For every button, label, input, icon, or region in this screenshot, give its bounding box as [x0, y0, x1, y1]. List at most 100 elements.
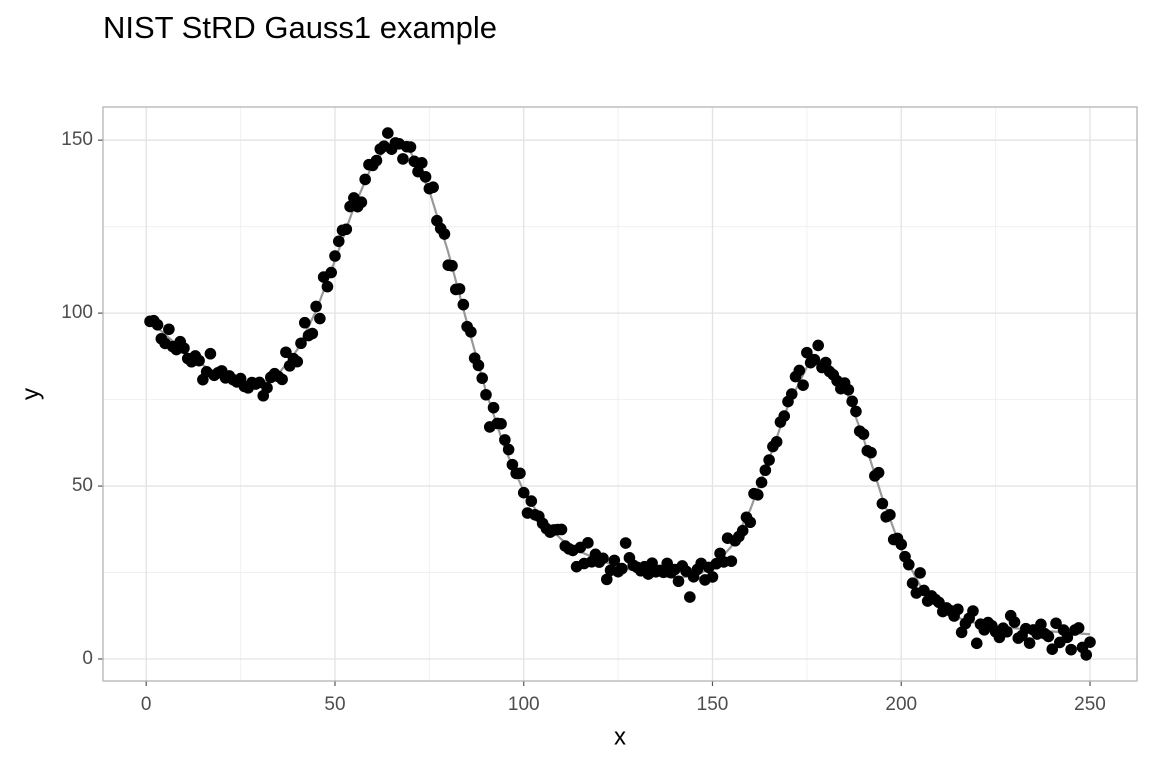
point	[291, 355, 304, 368]
point	[842, 383, 855, 396]
point	[850, 405, 862, 418]
point	[755, 476, 768, 489]
point	[261, 382, 273, 394]
x-tick-label: 100	[508, 694, 540, 715]
point	[672, 575, 685, 588]
point	[785, 388, 798, 400]
point	[465, 326, 477, 338]
point	[370, 154, 383, 167]
point	[1001, 625, 1013, 638]
point	[163, 323, 175, 336]
point	[310, 300, 322, 313]
point	[906, 577, 919, 590]
point	[857, 428, 870, 440]
point	[846, 395, 858, 408]
y-axis-label: y	[17, 388, 44, 400]
y-tick-label: 100	[61, 302, 93, 323]
point	[616, 562, 628, 575]
point	[1084, 636, 1096, 648]
x-tick-label: 0	[141, 694, 152, 715]
point	[502, 443, 515, 456]
point	[1061, 631, 1074, 644]
point	[397, 153, 409, 165]
x-axis-label: x	[614, 723, 626, 750]
x-tick-label: 50	[324, 694, 345, 715]
x-tick-label: 200	[885, 694, 917, 715]
point	[1008, 616, 1021, 628]
point	[751, 489, 764, 501]
point	[193, 354, 205, 367]
x-tick-label: 150	[697, 694, 729, 715]
point	[495, 418, 507, 430]
point	[314, 312, 326, 325]
point	[416, 157, 428, 169]
chart-title: NIST StRD Gauss1 example	[103, 10, 497, 45]
point	[480, 388, 492, 401]
point	[438, 228, 451, 240]
point	[276, 373, 288, 386]
point	[525, 495, 538, 507]
point	[812, 339, 824, 352]
point	[770, 436, 783, 448]
x-tick-label: 250	[1074, 694, 1106, 715]
point	[321, 280, 334, 293]
point	[487, 401, 500, 414]
point	[967, 605, 979, 617]
point	[325, 266, 338, 279]
point	[178, 342, 190, 354]
point	[684, 591, 696, 603]
point	[797, 379, 809, 391]
point	[872, 466, 885, 479]
point	[763, 454, 775, 466]
point	[306, 327, 319, 340]
point	[355, 196, 368, 209]
point	[1042, 630, 1055, 643]
point	[1046, 643, 1059, 655]
point	[706, 571, 719, 583]
point	[1023, 637, 1036, 649]
point	[582, 537, 594, 549]
point	[298, 316, 311, 329]
point	[970, 637, 983, 650]
point	[359, 173, 371, 186]
point	[332, 235, 345, 248]
point	[476, 372, 489, 385]
point	[793, 364, 806, 377]
point	[514, 467, 526, 480]
point	[1072, 622, 1085, 634]
point	[295, 337, 307, 350]
point	[801, 346, 813, 359]
point	[151, 318, 164, 331]
point	[457, 298, 470, 311]
point	[597, 552, 609, 565]
point	[952, 603, 964, 616]
y-tick-label: 0	[82, 648, 93, 669]
point	[1080, 649, 1093, 661]
point	[340, 223, 353, 236]
point	[419, 171, 432, 183]
point	[1050, 617, 1062, 630]
point	[280, 346, 292, 359]
point	[600, 573, 613, 586]
point	[427, 181, 439, 194]
point	[736, 524, 749, 537]
point	[506, 458, 519, 471]
point	[1035, 618, 1047, 631]
point	[404, 141, 417, 153]
point	[329, 250, 341, 262]
point	[759, 464, 772, 477]
point	[914, 567, 926, 579]
point	[955, 626, 968, 639]
point	[382, 127, 394, 139]
panel-border	[102, 106, 1138, 682]
point	[884, 509, 896, 521]
point	[472, 359, 485, 372]
point	[1065, 643, 1077, 656]
point	[778, 410, 791, 422]
point	[499, 434, 511, 446]
point	[453, 283, 466, 295]
point	[555, 523, 568, 536]
point	[876, 497, 889, 510]
y-tick-label: 50	[72, 475, 93, 496]
